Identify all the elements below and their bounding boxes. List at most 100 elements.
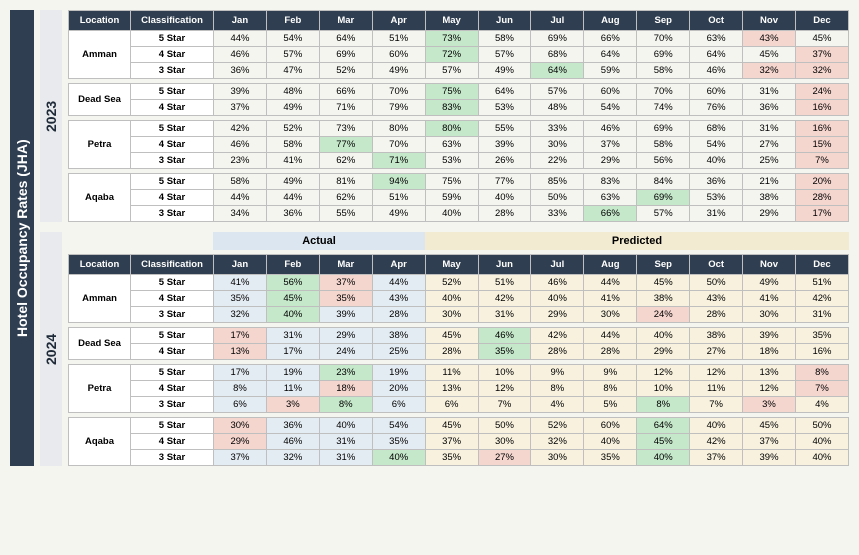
value-cell: 49% [478, 63, 531, 79]
value-cell: 46% [531, 275, 584, 291]
value-cell: 41% [214, 275, 267, 291]
value-cell: 48% [266, 84, 319, 100]
col-header: Nov [743, 11, 796, 31]
value-cell: 46% [478, 328, 531, 344]
value-cell: 38% [743, 190, 796, 206]
value-cell: 37% [584, 137, 637, 153]
value-cell: 42% [531, 328, 584, 344]
value-cell: 44% [214, 31, 267, 47]
value-cell: 40% [425, 206, 478, 222]
value-cell: 16% [795, 100, 848, 116]
value-cell: 31% [478, 307, 531, 323]
value-cell: 85% [531, 174, 584, 190]
value-cell: 30% [478, 434, 531, 450]
table-row: 4 Star46%57%69%60%72%57%68%64%69%64%45%3… [69, 47, 849, 63]
value-cell: 24% [637, 307, 690, 323]
value-cell: 29% [743, 206, 796, 222]
value-cell: 45% [637, 434, 690, 450]
value-cell: 68% [531, 47, 584, 63]
value-cell: 32% [266, 450, 319, 466]
value-cell: 29% [584, 153, 637, 169]
value-cell: 30% [531, 137, 584, 153]
occupancy-table: LocationClassificationJanFebMarAprMayJun… [68, 254, 849, 323]
value-cell: 45% [637, 275, 690, 291]
col-header: May [425, 11, 478, 31]
value-cell: 17% [795, 206, 848, 222]
value-cell: 7% [795, 153, 848, 169]
value-cell: 50% [478, 418, 531, 434]
value-cell: 55% [478, 121, 531, 137]
classification-cell: 3 Star [131, 450, 214, 466]
value-cell: 40% [690, 418, 743, 434]
value-cell: 44% [214, 190, 267, 206]
value-cell: 56% [266, 275, 319, 291]
value-cell: 13% [214, 344, 267, 360]
value-cell: 10% [478, 365, 531, 381]
col-header: Mar [319, 255, 372, 275]
location-cell: Amman [69, 275, 131, 323]
value-cell: 17% [214, 365, 267, 381]
col-header: Jan [214, 11, 267, 31]
value-cell: 25% [743, 153, 796, 169]
value-cell: 29% [531, 307, 584, 323]
value-cell: 19% [266, 365, 319, 381]
table-row: Aqaba5 Star58%49%81%94%75%77%85%83%84%36… [69, 174, 849, 190]
value-cell: 53% [478, 100, 531, 116]
value-cell: 51% [372, 31, 425, 47]
value-cell: 53% [690, 190, 743, 206]
value-cell: 64% [531, 63, 584, 79]
value-cell: 59% [425, 190, 478, 206]
classification-cell: 3 Star [131, 153, 214, 169]
value-cell: 49% [372, 63, 425, 79]
value-cell: 31% [743, 121, 796, 137]
value-cell: 64% [637, 418, 690, 434]
value-cell: 35% [425, 450, 478, 466]
col-header: Jul [531, 255, 584, 275]
classification-cell: 5 Star [131, 418, 214, 434]
value-cell: 24% [795, 84, 848, 100]
value-cell: 11% [425, 365, 478, 381]
value-cell: 63% [425, 137, 478, 153]
value-cell: 54% [266, 31, 319, 47]
col-header: Jun [478, 11, 531, 31]
value-cell: 8% [531, 381, 584, 397]
value-cell: 70% [372, 84, 425, 100]
value-cell: 40% [584, 434, 637, 450]
value-cell: 10% [637, 381, 690, 397]
location-cell: Amman [69, 31, 131, 79]
value-cell: 44% [266, 190, 319, 206]
col-header: Dec [795, 255, 848, 275]
classification-cell: 5 Star [131, 31, 214, 47]
value-cell: 18% [319, 381, 372, 397]
col-header: Jul [531, 11, 584, 31]
value-cell: 60% [372, 47, 425, 63]
value-cell: 72% [425, 47, 478, 63]
value-cell: 20% [795, 174, 848, 190]
value-cell: 7% [690, 397, 743, 413]
value-cell: 29% [637, 344, 690, 360]
tables-wrap: LocationClassificationJanFebMarAprMayJun… [68, 10, 849, 222]
value-cell: 83% [584, 174, 637, 190]
value-cell: 63% [690, 31, 743, 47]
col-header: Feb [266, 255, 319, 275]
value-cell: 73% [425, 31, 478, 47]
table-row: 3 Star37%32%31%40%35%27%30%35%40%37%39%4… [69, 450, 849, 466]
value-cell: 79% [372, 100, 425, 116]
table-row: 4 Star29%46%31%35%37%30%32%40%45%42%37%4… [69, 434, 849, 450]
value-cell: 41% [266, 153, 319, 169]
classification-cell: 4 Star [131, 137, 214, 153]
value-cell: 43% [690, 291, 743, 307]
table-row: 4 Star44%44%62%51%59%40%50%63%69%53%38%2… [69, 190, 849, 206]
value-cell: 12% [478, 381, 531, 397]
classification-cell: 5 Star [131, 84, 214, 100]
classification-cell: 4 Star [131, 344, 214, 360]
value-cell: 84% [637, 174, 690, 190]
classification-cell: 3 Star [131, 206, 214, 222]
value-cell: 58% [214, 174, 267, 190]
col-header: Oct [690, 255, 743, 275]
value-cell: 50% [690, 275, 743, 291]
value-cell: 54% [584, 100, 637, 116]
col-header: Location [69, 255, 131, 275]
value-cell: 80% [372, 121, 425, 137]
value-cell: 27% [690, 344, 743, 360]
